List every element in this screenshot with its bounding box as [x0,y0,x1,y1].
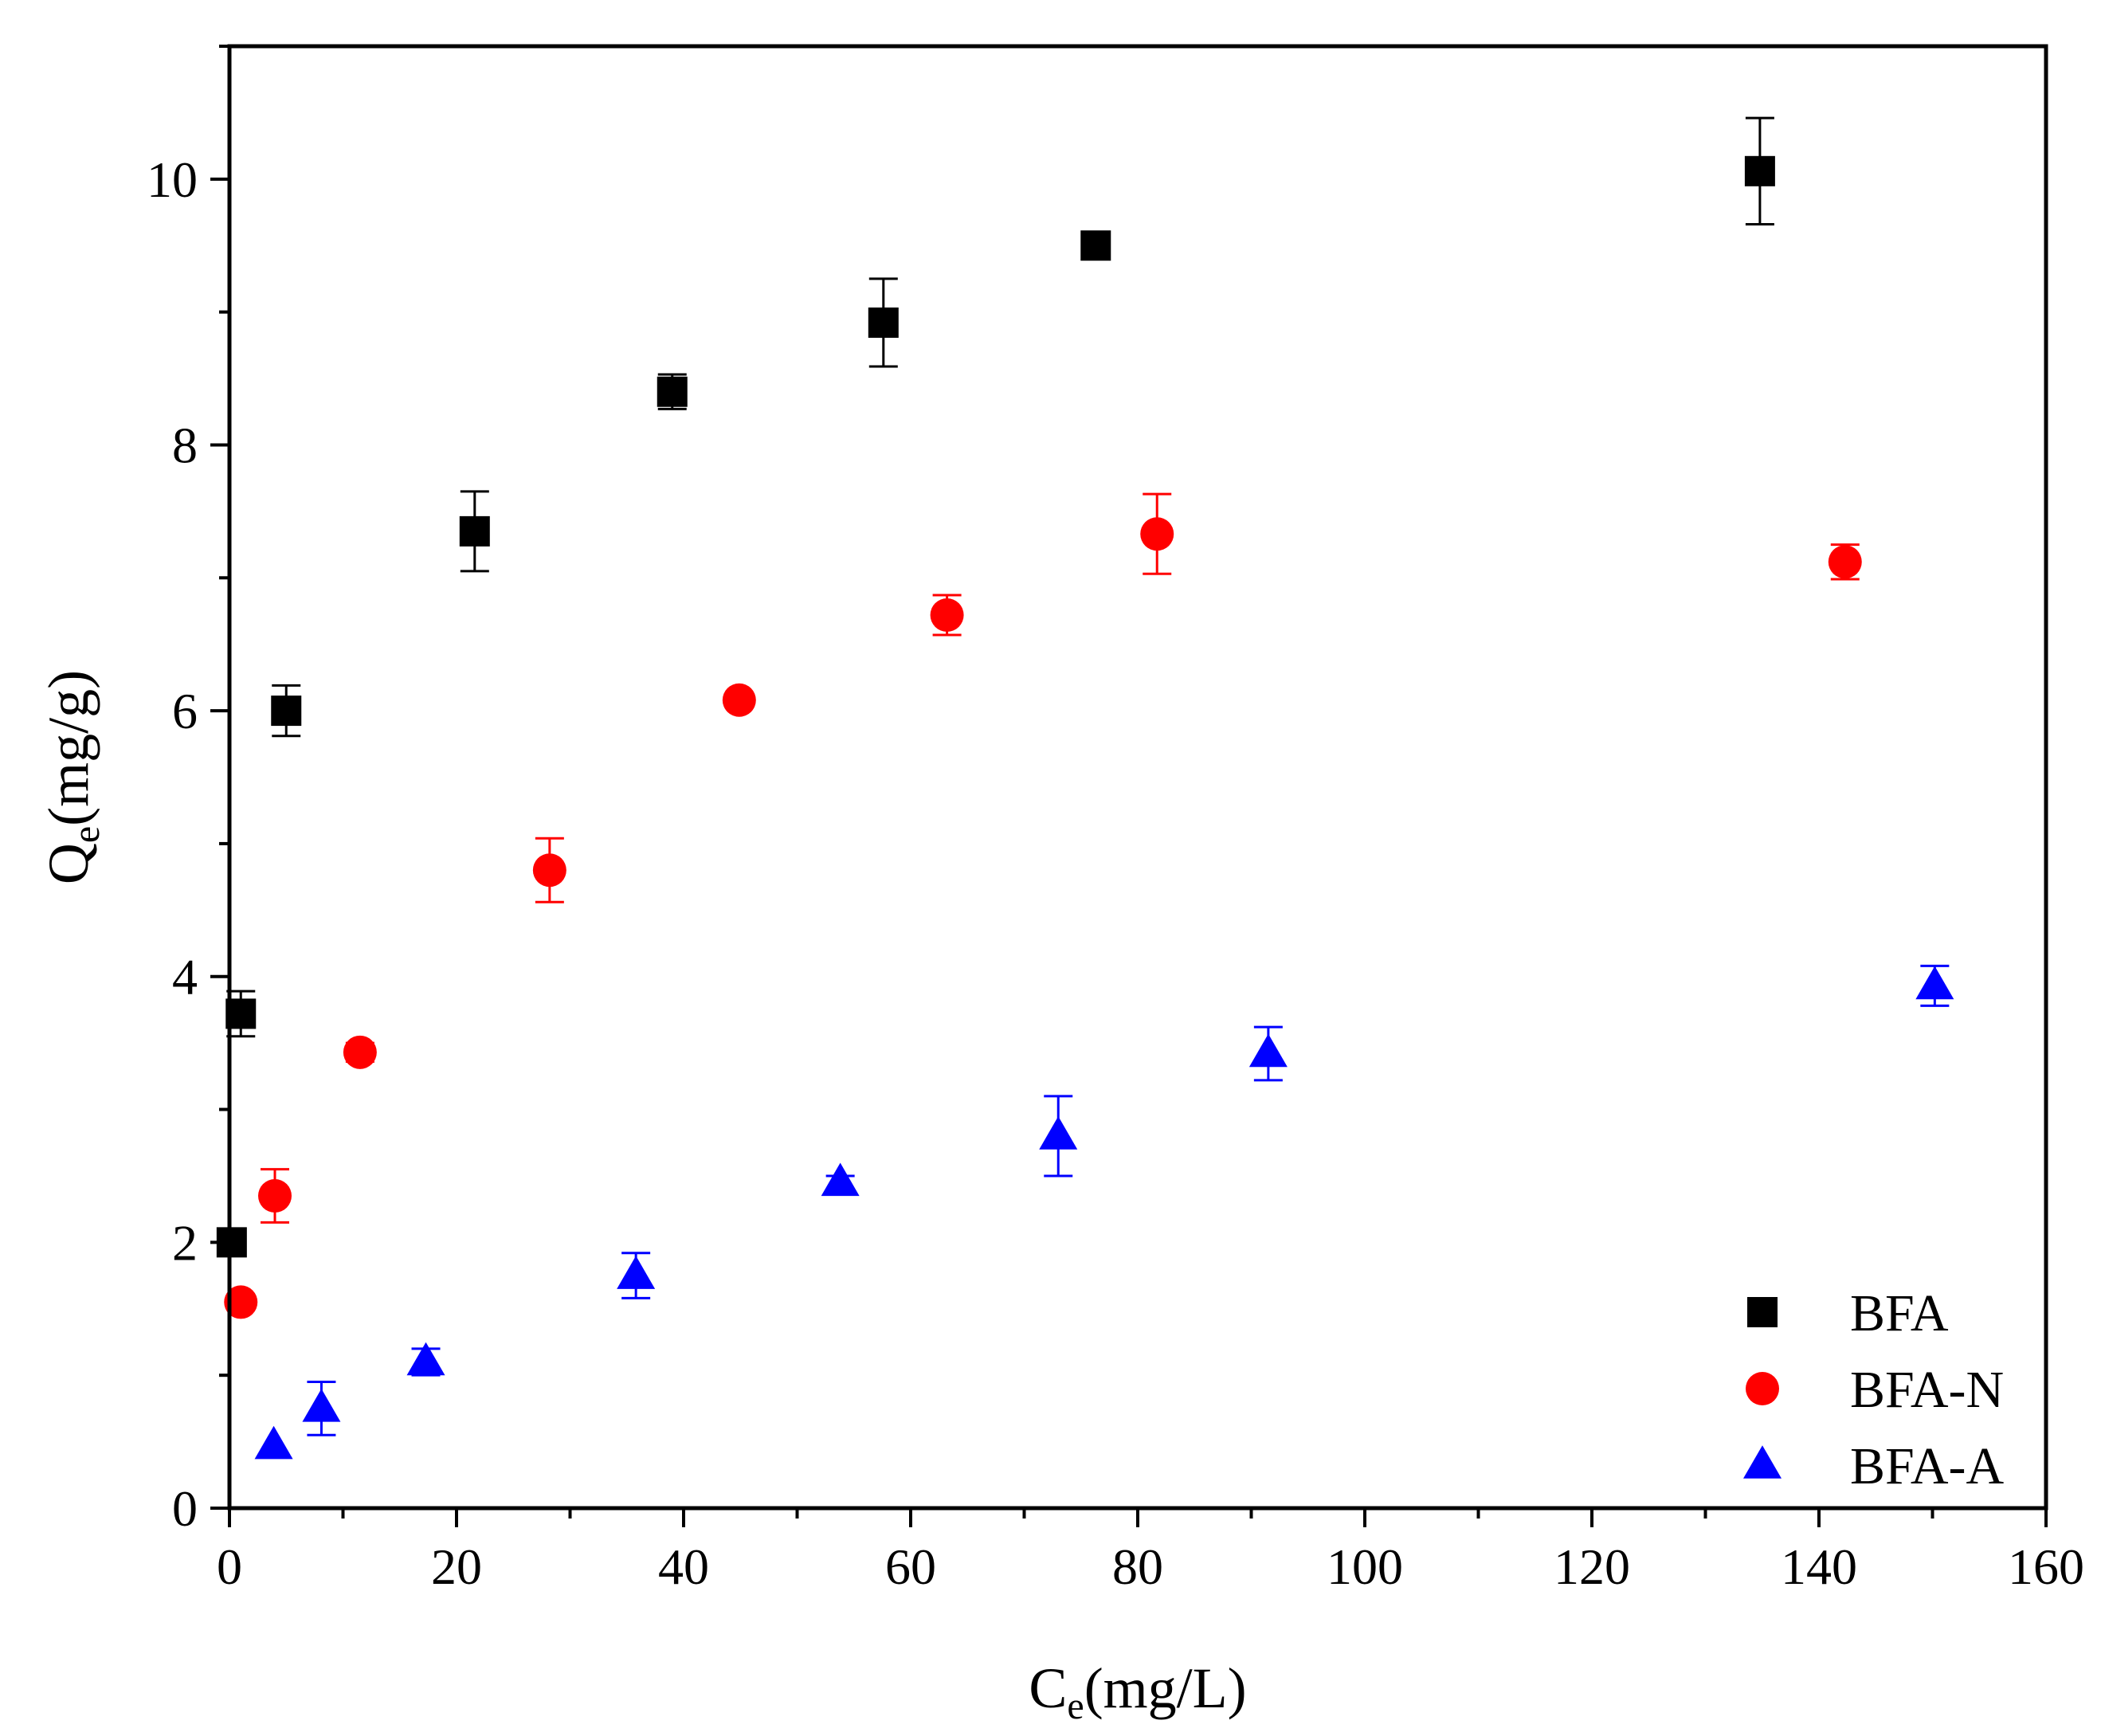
bfa-a-point [1915,966,1954,1000]
bfa-point [657,376,688,407]
bfa-point [459,515,490,547]
bfa-n-point [1828,545,1862,579]
y-tick-label: 0 [172,1480,198,1537]
x-tick-label: 20 [431,1538,482,1595]
x-tick-label: 100 [1327,1538,1403,1595]
bfa-n-point [532,853,566,888]
legend-marker-bfa-a [1743,1445,1782,1479]
bfa-a-point [821,1162,860,1197]
bfa-n-point [1140,517,1174,551]
bfa-n-point [930,598,964,632]
x-tick-label: 0 [217,1538,242,1595]
plot-area [216,116,1954,1460]
legend-label-bfa-a: BFA-A [1850,1437,2004,1495]
bfa-point [1744,155,1775,186]
legend-label-bfa: BFA [1850,1284,1949,1342]
y-axis-title: Qe(mg/g) [37,670,108,884]
y-tick-label: 6 [172,683,198,739]
legend-marker-bfa [1747,1297,1778,1327]
x-tick-label: 140 [1781,1538,1857,1595]
legend: BFA BFA-N BFA-A [1743,1284,2004,1495]
bfa-point [271,696,302,727]
x-tick-label: 120 [1554,1538,1630,1595]
bfa-n-point [343,1035,377,1069]
series-bfa-n [224,492,1862,1319]
bfa-a-point [1248,1033,1288,1068]
bfa-n-point [722,683,756,717]
bfa-a-point [617,1256,656,1289]
y-tick-label: 10 [147,151,198,208]
bfa-point [868,307,899,338]
y-tick-label: 4 [172,949,198,1005]
axes: 0 20 40 60 80 100 120 140 160 0 2 4 6 8 10 [147,45,2084,1595]
y-tick-label: 8 [172,417,198,473]
bfa-a-point [406,1342,445,1376]
x-tick-label: 40 [658,1538,709,1595]
y-tick-label: 2 [172,1214,198,1271]
bfa-point [1080,230,1111,261]
bfa-a-point [302,1389,341,1422]
bfa-n-point [258,1178,292,1213]
x-tick-label: 60 [885,1538,936,1595]
bfa-n-point [224,1285,258,1319]
series-bfa [216,116,1775,1258]
bfa-a-point [1039,1116,1078,1150]
bfa-a-point [254,1425,293,1460]
legend-marker-bfa-n [1746,1372,1779,1405]
series-bfa-a [254,964,1954,1460]
x-tick-label: 80 [1112,1538,1163,1595]
x-axis-title: Ce(mg/L) [1029,1656,1246,1727]
x-tick-label: 160 [2008,1538,2084,1595]
legend-label-bfa-n: BFA-N [1850,1361,2004,1419]
